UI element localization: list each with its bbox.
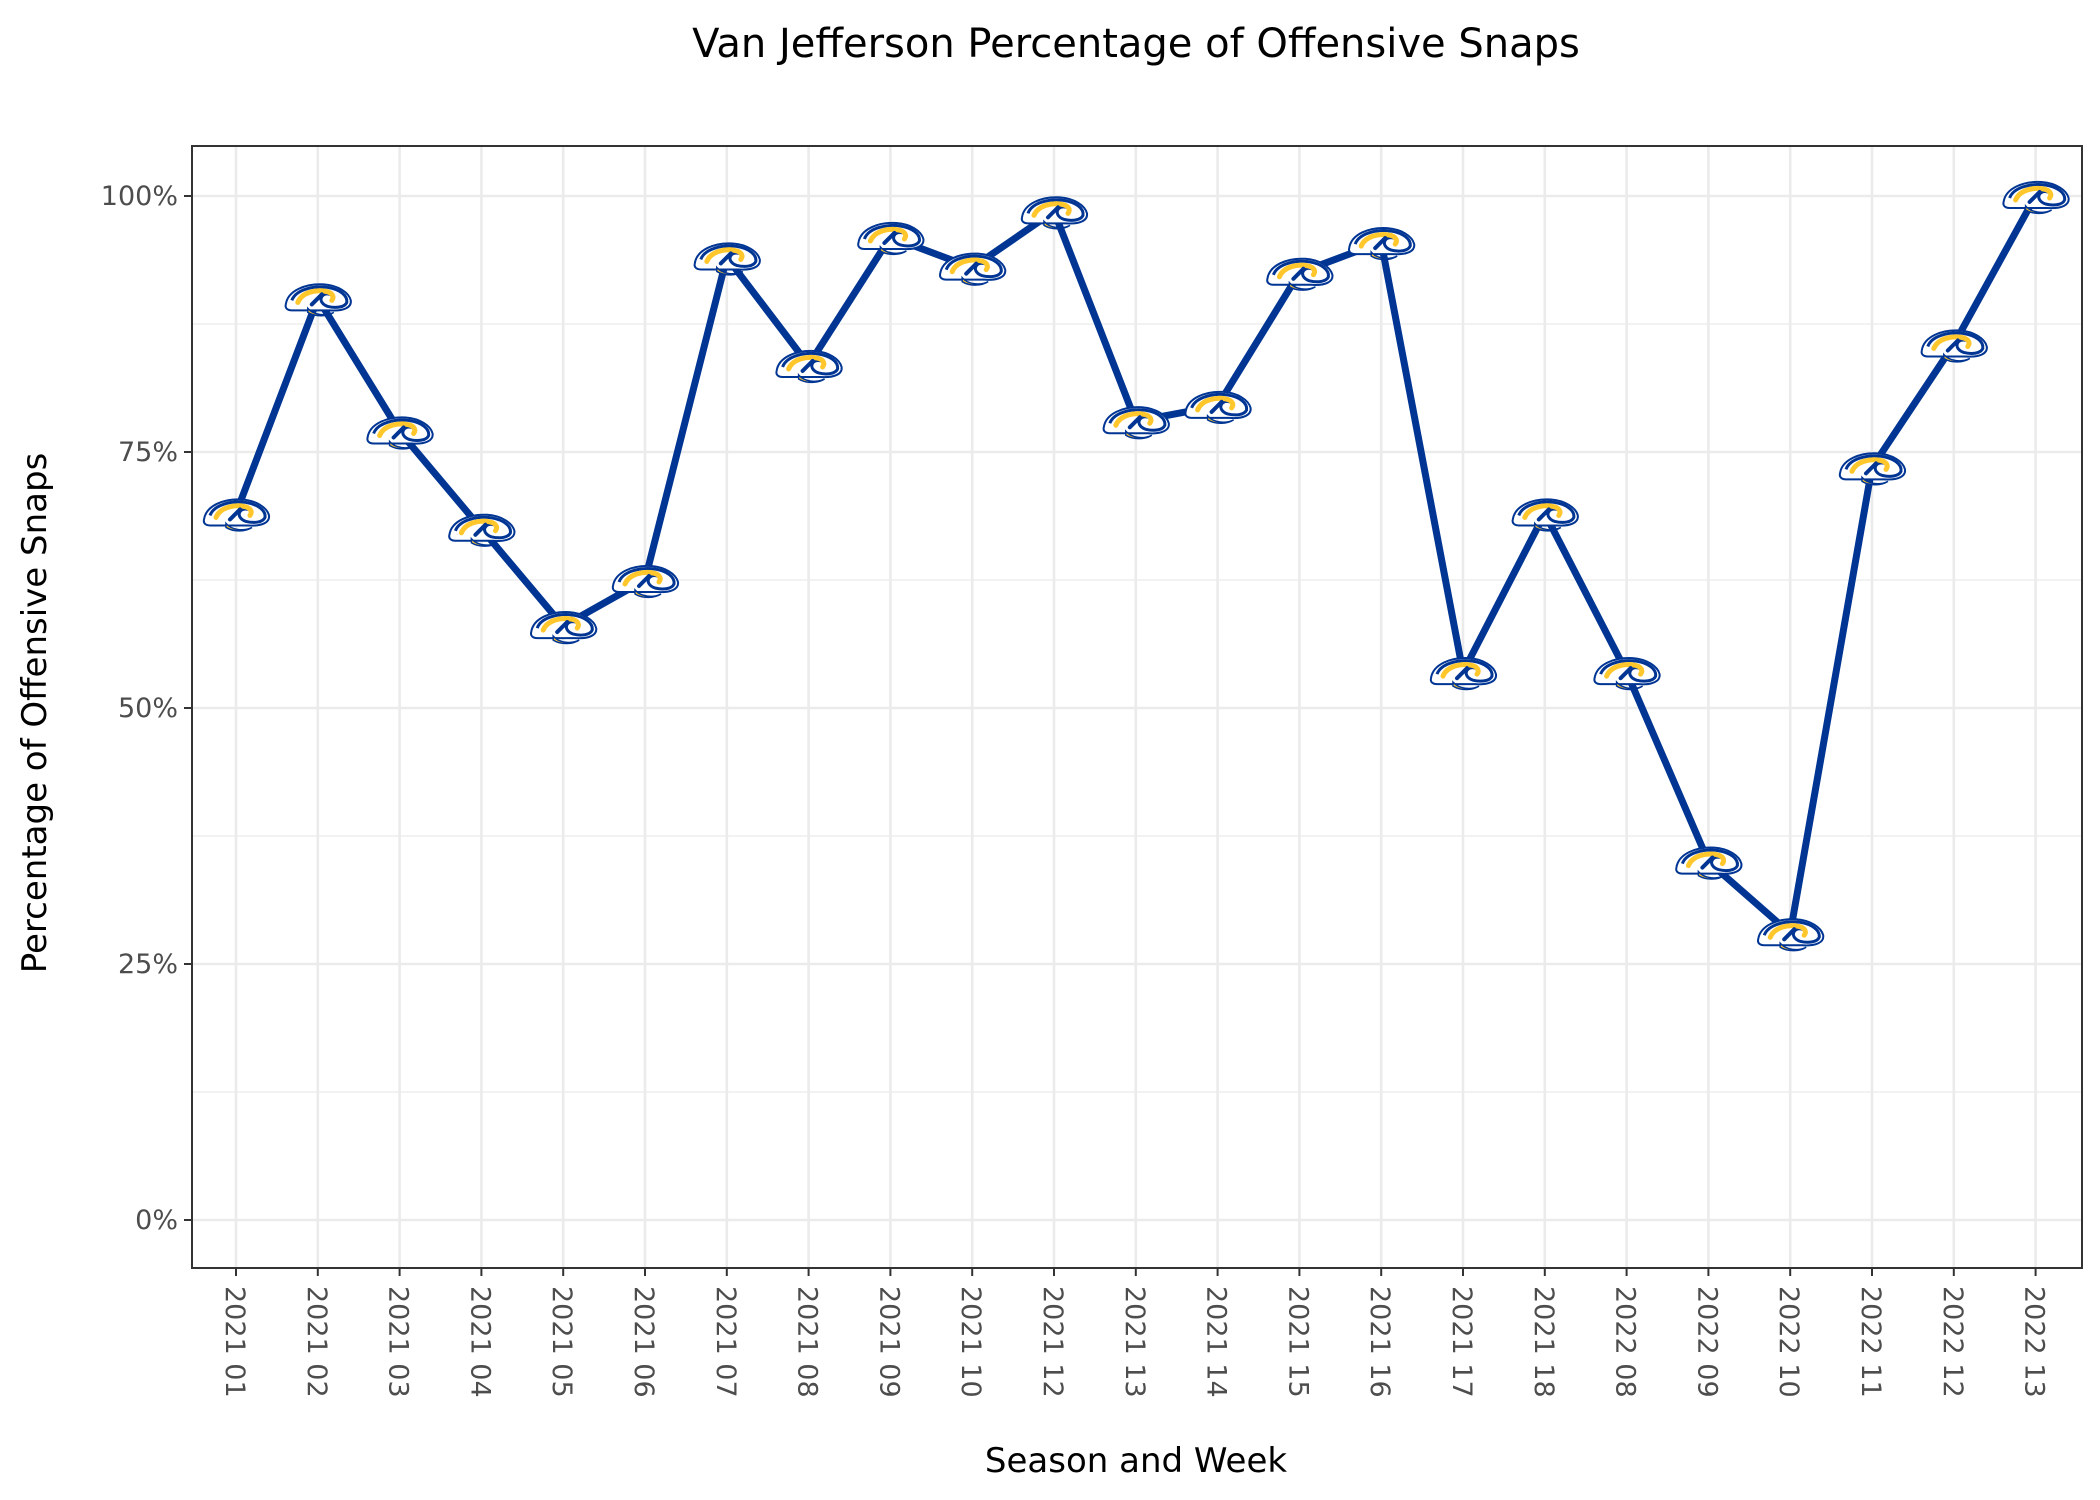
x-tick-label: 2021 14 — [1201, 1286, 1232, 1398]
y-tick-label: 25% — [118, 949, 178, 980]
x-tick-label: 2021 09 — [873, 1286, 904, 1398]
y-axis: 0% 25% 50% 75% 100% — [101, 181, 192, 1236]
y-axis-title: Percentage of Offensive Snaps — [15, 453, 55, 974]
y-tick-label: 75% — [118, 437, 178, 468]
x-tick-label: 2021 07 — [710, 1286, 741, 1398]
x-tick-label: 2021 16 — [1364, 1286, 1395, 1398]
x-axis: 2021 01 2021 02 2021 03 2021 04 2021 05 2021 … — [219, 1268, 2050, 1398]
x-tick-label: 2022 12 — [1937, 1286, 1968, 1398]
x-tick-label: 2021 05 — [546, 1286, 577, 1398]
x-axis-title: Season and Week — [985, 1441, 1287, 1481]
x-tick-label: 2021 13 — [1119, 1286, 1150, 1398]
x-tick-label: 2021 12 — [1037, 1286, 1068, 1398]
x-tick-label: 2021 15 — [1282, 1286, 1313, 1398]
y-tick-label: 50% — [118, 693, 178, 724]
x-tick-label: 2021 02 — [301, 1286, 332, 1398]
x-tick-label: 2022 11 — [1855, 1286, 1886, 1398]
x-tick-label: 2021 04 — [464, 1286, 495, 1398]
x-tick-label: 2021 01 — [219, 1286, 250, 1398]
x-tick-label: 2022 09 — [1691, 1286, 1722, 1398]
x-tick-label: 2022 10 — [1773, 1286, 1804, 1398]
x-tick-label: 2022 13 — [2019, 1286, 2050, 1398]
x-tick-label: 2021 03 — [383, 1286, 414, 1398]
chart-title: Van Jefferson Percentage of Offensive Sn… — [692, 21, 1580, 67]
x-tick-label: 2021 06 — [628, 1286, 659, 1398]
x-tick-label: 2022 08 — [1610, 1286, 1641, 1398]
y-tick-label: 100% — [101, 181, 178, 212]
y-tick-label: 0% — [135, 1205, 178, 1236]
x-tick-label: 2021 08 — [792, 1286, 823, 1398]
x-tick-label: 2021 10 — [955, 1286, 986, 1398]
x-tick-label: 2021 18 — [1528, 1286, 1559, 1398]
x-tick-label: 2021 17 — [1446, 1286, 1477, 1398]
